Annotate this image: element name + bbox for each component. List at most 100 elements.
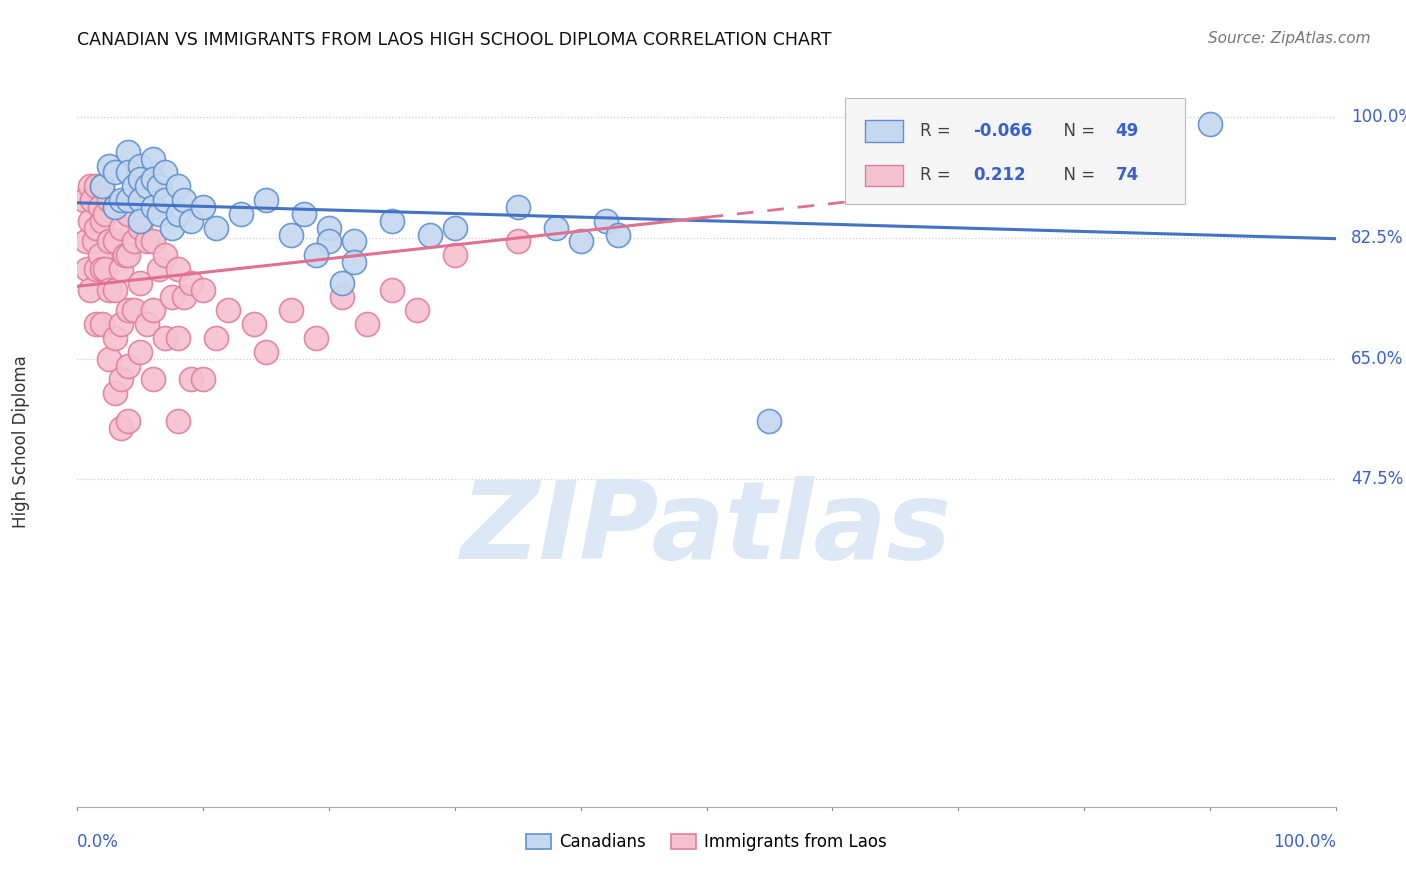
Point <box>84 262 107 277</box>
Point <box>318 220 340 235</box>
Point <box>758 414 780 428</box>
Point <box>104 235 127 249</box>
Point <box>104 386 127 401</box>
Point <box>84 179 107 194</box>
Point <box>104 165 127 179</box>
Point <box>343 255 366 269</box>
Point <box>204 331 226 345</box>
Point <box>129 193 152 207</box>
Text: 0.0%: 0.0% <box>77 833 120 851</box>
Point <box>160 220 183 235</box>
Point <box>173 193 195 207</box>
Point <box>292 207 315 221</box>
FancyBboxPatch shape <box>865 120 903 142</box>
Text: 74: 74 <box>1115 167 1139 185</box>
Point <box>104 200 127 214</box>
Point <box>381 213 404 227</box>
Point <box>110 372 132 386</box>
Point <box>419 227 441 242</box>
Point <box>167 262 190 277</box>
Point <box>135 235 157 249</box>
Point <box>97 235 120 249</box>
FancyBboxPatch shape <box>865 164 903 186</box>
Point <box>173 290 195 304</box>
Point <box>72 193 94 207</box>
Point <box>148 262 170 277</box>
Point <box>110 421 132 435</box>
Point <box>129 220 152 235</box>
Point <box>79 283 101 297</box>
Text: 49: 49 <box>1115 122 1139 140</box>
Point <box>167 414 190 428</box>
Point <box>110 220 132 235</box>
Point <box>180 372 202 386</box>
Text: 47.5%: 47.5% <box>1351 470 1403 489</box>
Point <box>129 344 152 359</box>
Point <box>91 213 114 227</box>
Point <box>242 317 264 331</box>
Point <box>129 213 152 227</box>
Point <box>167 207 190 221</box>
Point <box>142 303 165 318</box>
Point <box>180 276 202 290</box>
Point <box>254 193 277 207</box>
Point <box>94 262 117 277</box>
Point <box>142 172 165 186</box>
Text: R =: R = <box>921 122 956 140</box>
Point <box>1198 117 1220 131</box>
Text: 0.212: 0.212 <box>973 167 1026 185</box>
Point <box>129 276 152 290</box>
Text: 65.0%: 65.0% <box>1351 350 1403 368</box>
Text: 100.0%: 100.0% <box>1272 833 1336 851</box>
Point <box>117 193 139 207</box>
Point <box>117 165 139 179</box>
Text: 82.5%: 82.5% <box>1351 229 1403 247</box>
Point <box>91 317 114 331</box>
Point <box>135 179 157 194</box>
Point <box>444 220 467 235</box>
Point <box>330 290 353 304</box>
Point <box>167 179 190 194</box>
Point <box>280 227 302 242</box>
Point <box>110 262 132 277</box>
Text: R =: R = <box>921 167 956 185</box>
Point <box>180 213 202 227</box>
Point <box>79 179 101 194</box>
Point <box>544 220 567 235</box>
Point <box>217 303 239 318</box>
Point <box>280 303 302 318</box>
Point <box>330 276 353 290</box>
Point <box>104 200 127 214</box>
Point <box>104 331 127 345</box>
Point <box>142 235 165 249</box>
Text: N =: N = <box>1053 167 1099 185</box>
Point <box>191 200 215 214</box>
Point <box>89 248 111 262</box>
Text: CANADIAN VS IMMIGRANTS FROM LAOS HIGH SCHOOL DIPLOMA CORRELATION CHART: CANADIAN VS IMMIGRANTS FROM LAOS HIGH SC… <box>77 31 832 49</box>
Point <box>117 359 139 373</box>
Point <box>595 213 617 227</box>
Point <box>167 331 190 345</box>
Point <box>155 248 177 262</box>
Point <box>1136 110 1159 124</box>
Point <box>117 145 139 159</box>
Point <box>356 317 378 331</box>
Point <box>607 227 630 242</box>
Point <box>142 372 165 386</box>
Point <box>110 193 132 207</box>
Point <box>97 193 120 207</box>
Point <box>406 303 429 318</box>
Point <box>305 331 328 345</box>
Text: 100.0%: 100.0% <box>1351 108 1406 127</box>
Point <box>135 317 157 331</box>
Text: ZIPatlas: ZIPatlas <box>461 476 952 582</box>
Point <box>91 262 114 277</box>
Text: Source: ZipAtlas.com: Source: ZipAtlas.com <box>1208 31 1371 46</box>
Point <box>122 303 145 318</box>
Point <box>129 159 152 173</box>
Point <box>381 283 404 297</box>
FancyBboxPatch shape <box>845 98 1185 204</box>
Point <box>142 200 165 214</box>
Point <box>318 235 340 249</box>
Point <box>89 200 111 214</box>
